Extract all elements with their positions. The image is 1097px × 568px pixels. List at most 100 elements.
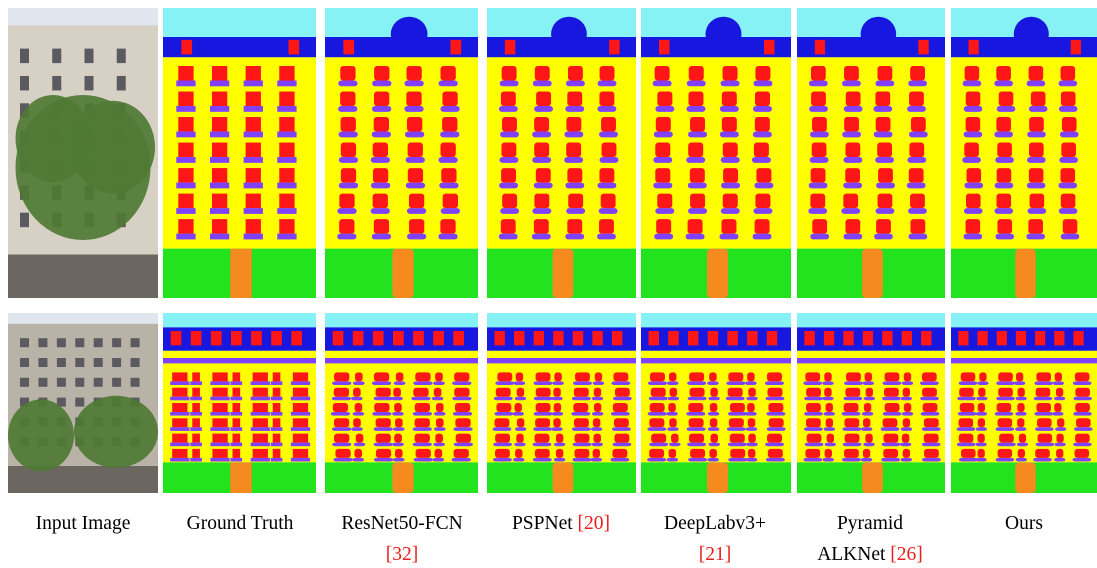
window-class [574,449,589,458]
window-class [517,418,524,427]
window-class [1061,194,1076,209]
window-class [865,372,872,381]
window-class [1029,66,1044,81]
sill-class [291,412,310,416]
window-class [212,66,227,81]
window-class [396,372,404,381]
sill-class [593,381,604,385]
sill-class [1028,208,1047,214]
window-class [756,168,771,183]
window-class [553,388,560,397]
window-class [575,434,590,443]
sill-class [688,458,707,462]
sill-class [1073,412,1092,416]
window-class [612,449,627,458]
window-class [566,143,581,158]
sill-class [291,443,310,447]
window-class [515,449,522,458]
window-class [614,434,629,443]
window-class [178,92,193,107]
sill-class [532,208,551,214]
window-class [573,331,583,345]
sill-class [494,412,513,416]
segmentation-map [325,313,478,493]
sill-class [863,381,874,385]
window-class [1075,372,1090,381]
window [85,76,94,91]
window [112,338,121,347]
window-class [501,143,516,158]
sill-class [291,458,310,462]
window-class [393,388,401,397]
window-class [374,219,389,234]
sill-class [592,412,603,416]
balcony-class [163,358,316,363]
window-class [1029,168,1044,183]
window-class [441,66,456,81]
window-class [601,117,616,132]
window-class [1028,219,1043,234]
window-class [279,117,294,132]
window-class [406,66,421,81]
window-class [340,66,355,81]
sill-class [964,234,983,240]
sill-class [176,234,195,240]
window-class [192,449,200,458]
window-class [395,418,403,427]
window-class [212,434,227,443]
window-class [865,434,872,443]
sill-class [371,183,390,189]
sill-class [565,234,584,240]
sill-class [708,427,720,431]
window-class [812,143,827,158]
sill-class [876,183,895,189]
sill-class [404,81,423,87]
window-class [600,66,615,81]
window-class [747,372,755,381]
window-class [353,388,361,397]
window-class [999,92,1014,107]
window-class [921,331,931,345]
window-class [415,418,430,427]
sill-class [726,381,745,385]
sill-class [667,458,679,462]
sill-class [612,443,631,447]
sill-class [432,397,444,401]
window-class [293,388,308,397]
sill-class [277,183,296,189]
sill-class [841,208,860,214]
window-class [354,449,362,458]
sill-class [534,106,553,112]
window-class [505,40,515,55]
window-class [599,92,614,107]
sill-class [752,157,771,163]
sill-class [512,412,523,416]
sill-class [874,132,893,138]
sill-class [372,81,391,87]
sill-class [805,443,824,447]
window-class [878,168,893,183]
window-class [443,194,458,209]
window-class [668,331,679,345]
window-class [279,168,294,183]
window-class [748,388,756,397]
window-class [343,40,354,55]
window-class [811,168,826,183]
sill-class [372,234,391,240]
window-class [253,449,268,458]
window-class [246,66,261,81]
window [20,378,29,387]
sill-class [374,458,393,462]
sill-class [804,427,823,431]
sill-class [1014,381,1025,385]
window-class [293,372,308,381]
sill-class [720,132,739,138]
window-class [442,117,457,132]
sill-class [532,234,551,240]
segmentation-map [641,8,791,298]
window-class [279,219,294,234]
sill-class [669,443,681,447]
sill-class [453,427,472,431]
window-class [536,92,551,107]
window-class [536,372,551,381]
